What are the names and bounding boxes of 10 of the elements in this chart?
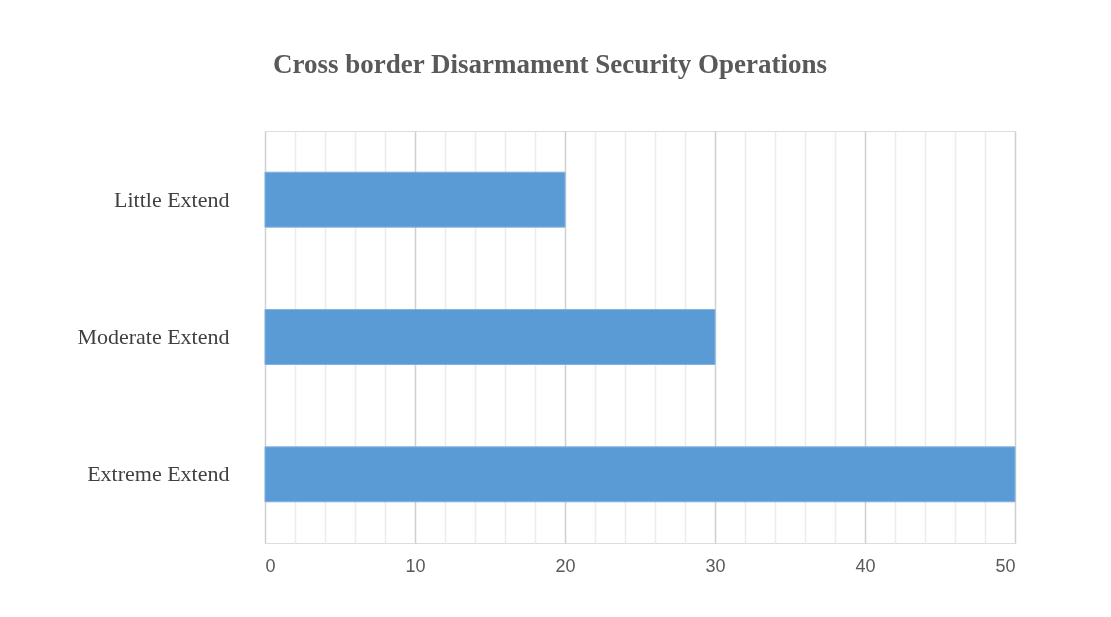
- x-tick-label: 10: [405, 555, 426, 576]
- x-tick-label: 40: [855, 555, 876, 576]
- x-tick-label: 0: [265, 555, 276, 576]
- x-tick-label: 30: [705, 555, 726, 576]
- y-tick-label: Moderate Extend: [77, 324, 230, 349]
- x-tick-label: 20: [555, 555, 576, 576]
- x-tick-label: 50: [995, 555, 1016, 576]
- chart-title: Cross border Disarmament Security Operations: [273, 49, 827, 79]
- y-tick-label: Extreme Extend: [87, 461, 230, 487]
- y-tick-label: Little Extend: [114, 186, 230, 212]
